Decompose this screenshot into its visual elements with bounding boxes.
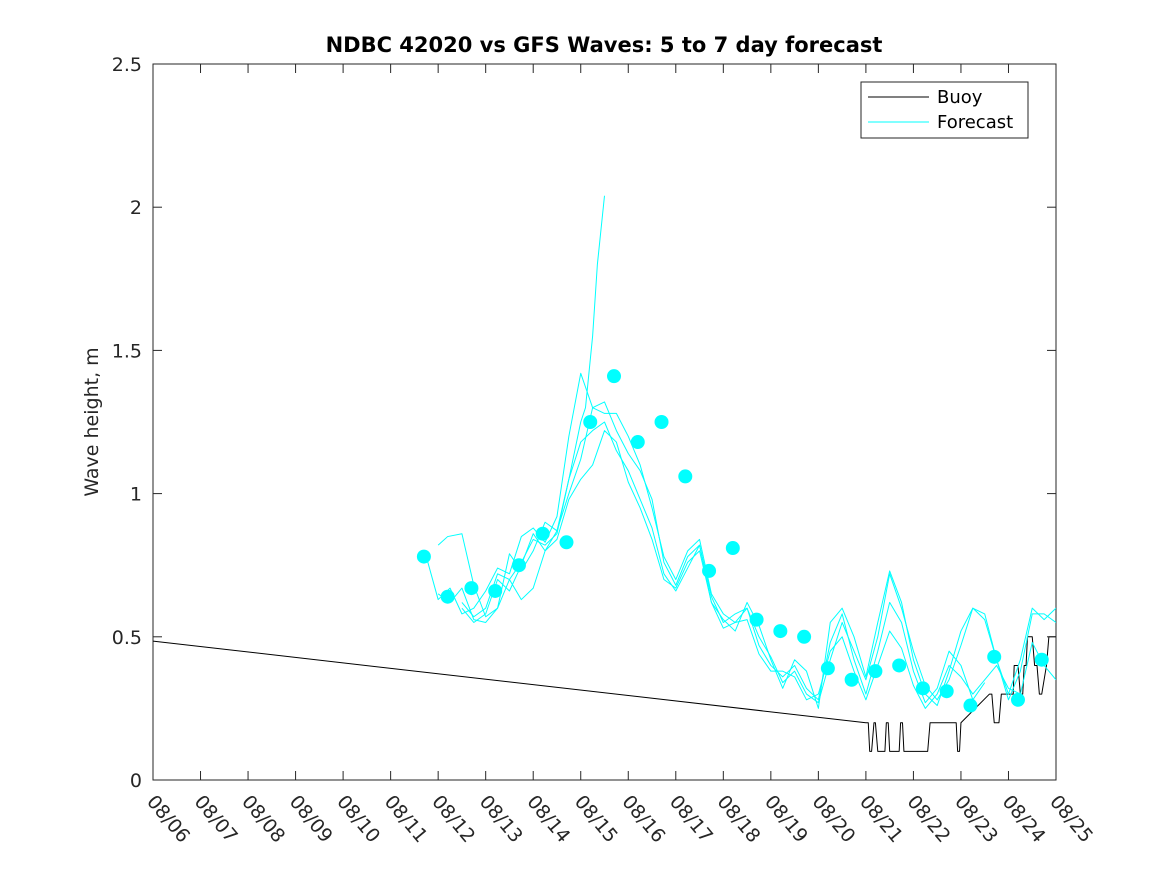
forecast-marker [702,563,717,578]
forecast-marker [915,681,930,696]
legend: Buoy Forecast [860,81,1029,139]
forecast-marker [868,664,883,679]
forecast-marker [583,415,598,429]
forecast-marker [749,612,764,627]
forecast-line [437,421,986,704]
forecast-marker [1034,652,1049,667]
forecast-marker [773,624,788,639]
y-axis-label: Wave height, m [81,347,103,496]
forecast-marker [725,541,740,556]
chart-title: NDBC 42020 vs GFS Waves: 5 to 7 day fore… [326,33,883,57]
forecast-marker [892,658,907,673]
forecast-line [461,430,1056,709]
legend-label-forecast: Forecast [937,112,1013,133]
forecast-marker [559,535,574,550]
forecast-marker [630,435,645,450]
forecast-marker [987,649,1002,664]
y-tick-label: 2 [130,197,142,219]
forecast-marker [488,583,503,598]
forecast-marker [511,558,526,573]
buoy-line [153,636,1056,752]
y-tick-label: 0.5 [112,627,142,649]
legend-box [860,81,1029,139]
forecast-marker [464,581,479,596]
y-tick-label: 1 [130,484,142,506]
forecast-marker [1010,692,1025,707]
y-tick-label: 0 [130,770,142,792]
legend-label-buoy: Buoy [937,87,983,108]
forecast-marker [939,684,954,699]
forecast-marker [654,415,669,429]
forecast-line [425,372,1056,704]
forecast-line [461,195,605,618]
forecast-marker [963,698,978,713]
forecast-marker [416,549,431,564]
y-tick-label: 2.5 [112,54,142,76]
forecast-marker [607,369,622,384]
forecast-marker [844,672,859,687]
forecast-marker [678,469,693,484]
y-tick-label: 1.5 [112,340,142,362]
series-layer [153,195,1056,752]
forecast-marker [797,629,812,644]
forecast-marker [535,526,550,541]
forecast-marker [440,589,455,604]
forecast-marker [820,661,835,676]
